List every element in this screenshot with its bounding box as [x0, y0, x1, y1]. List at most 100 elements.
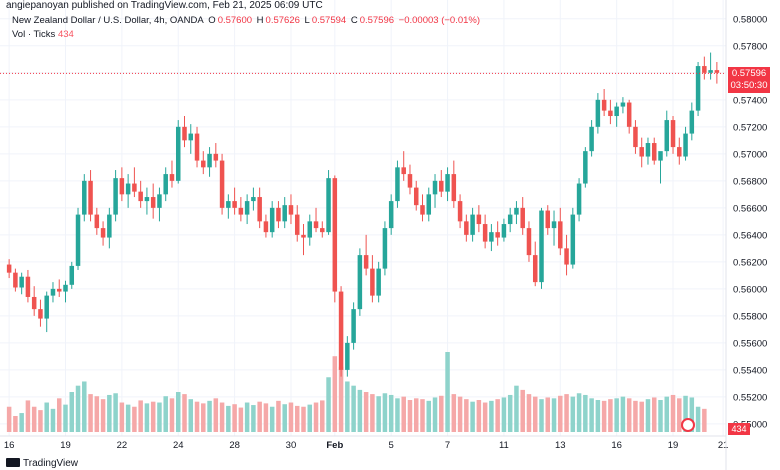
- volume-bar: [307, 404, 313, 432]
- volume-bar: [326, 377, 331, 432]
- candle-body: [464, 221, 469, 235]
- candle-body: [169, 174, 175, 181]
- volume-bar: [413, 398, 419, 432]
- footer-brand: TradingView: [6, 458, 78, 469]
- x-tick-label: 13: [555, 440, 566, 451]
- candle-body: [501, 224, 507, 238]
- volume-bar: [31, 406, 37, 432]
- volume-bar: [50, 408, 56, 432]
- volume-bar: [482, 402, 488, 432]
- volume-bar: [257, 401, 262, 432]
- volume-bar: [125, 404, 131, 432]
- volume-bar: [207, 400, 212, 432]
- candle-body: [470, 214, 475, 235]
- volume-bar: [702, 408, 707, 432]
- candle-body: [376, 268, 381, 296]
- bar-countdown: 03:50:30: [730, 80, 768, 92]
- x-axis[interactable]: 16 19 22 24 28 30 Feb 5 7 11 13 16 19 21: [4, 440, 729, 451]
- volume-bar: [219, 402, 225, 432]
- volume-bar: [395, 398, 400, 432]
- candle-body: [100, 228, 106, 238]
- volume-bar: [439, 395, 444, 432]
- candle-body: [520, 207, 525, 229]
- volume-bar: [689, 397, 695, 432]
- candle-body: [82, 180, 87, 215]
- volume-bar: [520, 389, 525, 432]
- volume-bar: [201, 403, 206, 432]
- candle-body: [576, 183, 582, 215]
- volume-tag: 434: [728, 423, 750, 435]
- candle-body: [19, 276, 24, 288]
- candle-body: [614, 106, 619, 117]
- y-tick-label: 0.56800: [733, 176, 767, 187]
- low-label: L: [304, 15, 310, 26]
- candle-body: [439, 180, 444, 192]
- volume-bar: [175, 392, 181, 432]
- volume-bar: [382, 393, 388, 432]
- candle-body: [532, 255, 538, 283]
- candle-body: [332, 178, 338, 292]
- candle-body: [269, 207, 275, 233]
- candle-body: [658, 151, 663, 161]
- candle-body: [251, 197, 256, 202]
- candle-body: [94, 214, 100, 229]
- candle-body: [426, 194, 432, 215]
- volume-bar: [100, 399, 106, 432]
- y-tick-label: 0.56600: [733, 203, 767, 214]
- volume-bar: [695, 406, 701, 432]
- volume-bar: [294, 405, 300, 432]
- volume-bar: [6, 406, 12, 432]
- candle-body: [6, 264, 12, 273]
- volume-bar: [313, 402, 319, 432]
- candle-body: [677, 147, 682, 157]
- volume-bar: [138, 400, 143, 432]
- volume-label[interactable]: Vol · Ticks: [12, 29, 56, 40]
- volume-bar: [357, 389, 363, 432]
- y-tick-label: 0.57000: [733, 149, 767, 160]
- symbol-title[interactable]: New Zealand Dollar / U.S. Dollar, 4h, OA…: [12, 15, 204, 26]
- candle-body: [175, 126, 181, 181]
- y-axis[interactable]: 0.580000.578000.576000.574000.572000.570…: [733, 14, 767, 430]
- volume-bar: [63, 404, 68, 432]
- candle-body: [188, 133, 194, 141]
- volume-bar: [388, 394, 394, 432]
- candle-body: [545, 210, 551, 229]
- candle-body: [326, 178, 331, 233]
- volume-bar: [457, 396, 463, 432]
- y-tick-label: 0.55600: [733, 338, 767, 349]
- volume-bar: [244, 402, 250, 432]
- volume-bar: [157, 402, 162, 432]
- candle-body: [670, 120, 676, 148]
- volume-bar: [432, 397, 438, 432]
- candle-body: [645, 143, 651, 157]
- candle-body: [56, 288, 62, 292]
- candle-body: [125, 183, 131, 195]
- x-tick-label: 28: [229, 440, 240, 451]
- target-circle-icon[interactable]: [681, 418, 695, 432]
- low-value: 0.57594: [311, 15, 347, 26]
- candle-body: [564, 248, 569, 265]
- candle-body: [38, 309, 43, 319]
- volume-legend: Vol · Ticks 434: [12, 29, 74, 40]
- candle-body: [395, 167, 400, 202]
- volume-bar: [670, 394, 676, 432]
- last-price-tag: 0.57596 03:50:30: [728, 67, 770, 94]
- y-tick-label: 0.56400: [733, 230, 767, 241]
- candle-body: [219, 160, 225, 208]
- candle-body: [345, 342, 350, 370]
- volume-bar: [44, 402, 49, 432]
- candle-body: [664, 120, 670, 152]
- volume-bar: [150, 401, 156, 432]
- volume-bar: [163, 396, 168, 432]
- volume-bar: [276, 400, 281, 432]
- volume-bar: [251, 405, 256, 432]
- candle-body: [257, 197, 262, 222]
- volume-bar: [564, 394, 569, 432]
- high-value: 0.57626: [265, 15, 300, 26]
- volume-bar: [426, 400, 432, 432]
- y-tick-label: 0.57200: [733, 122, 767, 133]
- candle-body: [495, 232, 500, 238]
- volume-bar: [94, 396, 100, 432]
- candle-body: [507, 214, 513, 225]
